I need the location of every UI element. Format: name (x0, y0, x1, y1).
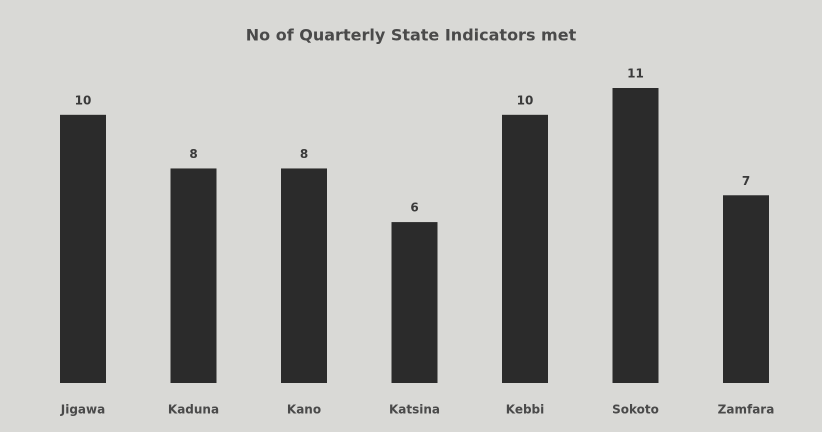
x-tick-label: Kano (287, 403, 321, 417)
data-label: 10 (517, 93, 534, 107)
data-label: 11 (627, 67, 644, 81)
data-label: 7 (742, 174, 750, 188)
bar (723, 195, 769, 383)
bar (170, 168, 217, 383)
bar (281, 168, 327, 383)
bar (612, 88, 659, 383)
bar (60, 114, 106, 384)
bar (391, 222, 438, 383)
data-label: 8 (189, 147, 197, 161)
x-tick-label: Katsina (389, 403, 440, 417)
x-tick-label: Jigawa (60, 403, 105, 417)
data-label: 6 (410, 201, 418, 215)
data-label: 8 (300, 147, 308, 161)
x-tick-label: Kebbi (506, 403, 545, 417)
data-label: 10 (75, 93, 92, 107)
x-tick-label: Kaduna (168, 403, 219, 417)
bar (502, 114, 548, 384)
chart-title: No of Quarterly State Indicators met (246, 26, 577, 45)
x-tick-label: Sokoto (612, 403, 659, 417)
x-tick-label: Zamfara (718, 403, 775, 417)
